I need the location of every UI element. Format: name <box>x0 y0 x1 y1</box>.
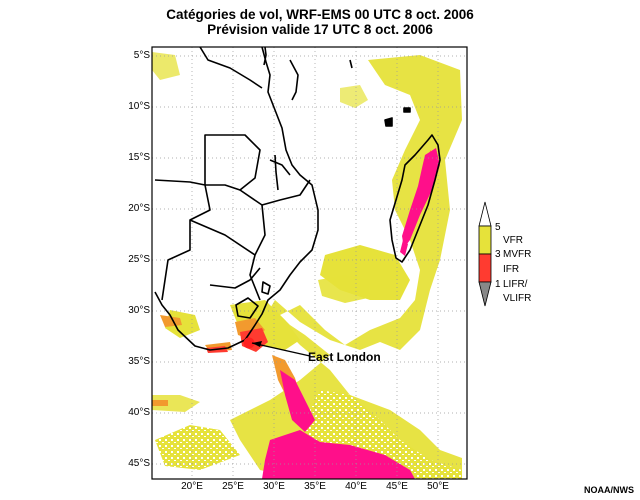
legend-tick-3: 3 <box>495 249 501 260</box>
lon-label: 45°E <box>386 481 408 492</box>
lat-label: 10°S <box>128 101 150 112</box>
lon-label: 40°E <box>345 481 367 492</box>
lat-label: 35°S <box>128 356 150 367</box>
chart-subtitle: Prévision valide 17 UTC 8 oct. 2006 <box>207 22 433 37</box>
lifr-shading <box>262 148 440 479</box>
legend-vfr-label: VFR <box>503 235 523 246</box>
legend-colorbar <box>478 201 492 307</box>
lat-label: 30°S <box>128 305 150 316</box>
lat-label: 20°S <box>128 203 150 214</box>
lat-label: 5°S <box>133 50 150 61</box>
legend-mvfr-label: MVFR <box>503 249 532 260</box>
east-london-arrow <box>251 342 311 357</box>
east-london-marker <box>243 337 255 349</box>
lat-label: 45°S <box>128 458 150 469</box>
lon-label: 20°E <box>181 481 203 492</box>
legend-tick-1: 1 <box>495 279 501 290</box>
lon-label: 50°E <box>427 481 449 492</box>
lon-label: 25°E <box>222 481 244 492</box>
lon-label: 30°E <box>263 481 285 492</box>
lat-label: 15°S <box>128 152 150 163</box>
legend-vlifr-label: VLIFR <box>503 293 532 304</box>
vfr-shading <box>152 52 462 479</box>
lat-label: 25°S <box>128 254 150 265</box>
legend-tick-5: 5 <box>495 222 501 233</box>
arrow-head-icon <box>252 341 262 347</box>
graticule <box>152 47 467 479</box>
chart-title: Catégories de vol, WRF-EMS 00 UTC 8 oct.… <box>166 7 474 22</box>
lat-label: 40°S <box>128 407 150 418</box>
coastlines-borders <box>154 47 441 351</box>
legend-ifr-label: IFR <box>503 264 520 275</box>
east-london-label: East London <box>308 350 381 364</box>
legend-lifr-label: LIFR/ <box>503 279 528 290</box>
credit-text: NOAA/NWS <box>584 485 634 495</box>
map-frame <box>151 46 468 480</box>
lon-label: 35°E <box>304 481 326 492</box>
